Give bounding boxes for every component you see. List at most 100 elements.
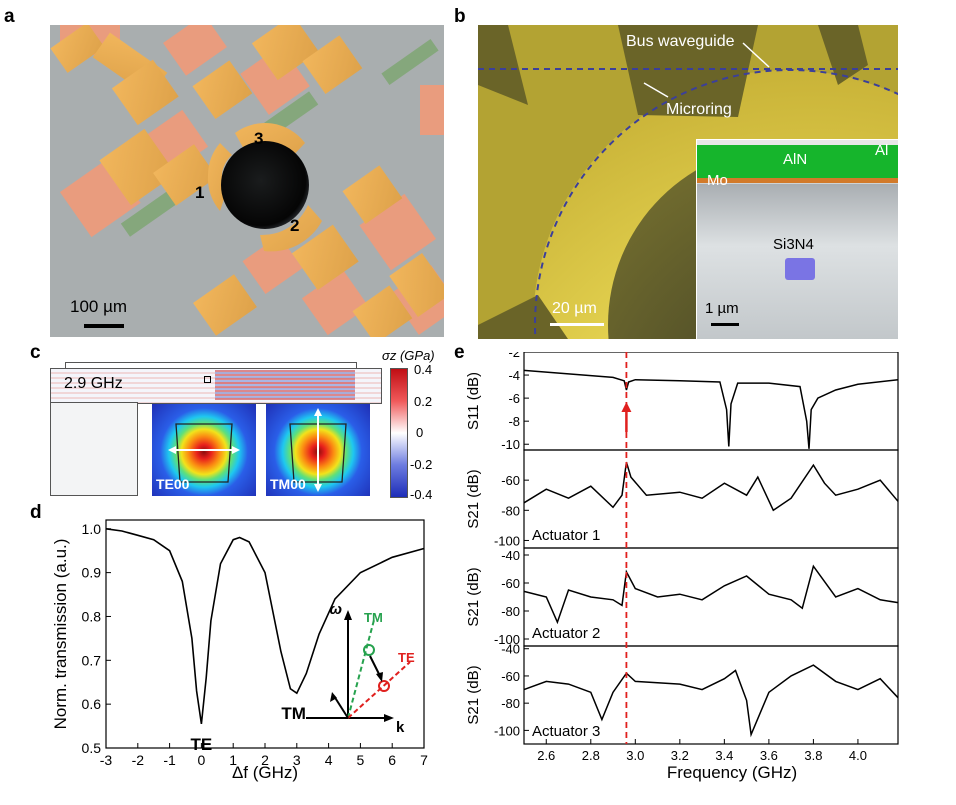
e-trace xyxy=(523,369,899,449)
e-ytick-label: -8 xyxy=(508,414,520,429)
dispersion-k: k xyxy=(396,719,405,736)
e-ytick-label: -4 xyxy=(508,368,520,383)
d-ytick-label: 1.0 xyxy=(82,521,102,537)
tm00-label: TM00 xyxy=(270,476,306,492)
e-xlabel: Frequency (GHz) xyxy=(667,763,797,782)
panel-label-a: a xyxy=(4,6,15,27)
al-label: Al xyxy=(875,142,889,159)
dispersion-te: TE xyxy=(398,650,415,665)
transmission-chart: 1.0 0.9 0.8 0.7 0.6 0.5 -3 -2 -1 0 1 2 3 4 5 6 7 Norm. … xyxy=(51,519,428,782)
scale-bar-a-label: 100 µm xyxy=(70,297,128,316)
tm00-mode: TM00 xyxy=(266,404,370,496)
zoom-marker xyxy=(204,376,211,383)
e-ytick-label: -40 xyxy=(501,642,520,657)
e-ytick-label: -40 xyxy=(501,548,520,563)
d-ytick-label: 0.7 xyxy=(82,652,102,668)
gold-electrodes xyxy=(50,25,444,337)
scale-bar-b xyxy=(550,323,604,326)
e-ytick-label: -10 xyxy=(501,437,520,452)
al-layer xyxy=(697,140,898,145)
e-ylabel: S21 (dB) xyxy=(465,567,482,626)
e-ytick-label: -6 xyxy=(508,391,520,406)
colorbar-tick-1: 0.2 xyxy=(414,394,433,409)
e-ytick-label: -80 xyxy=(501,604,520,619)
d-xtick-label: -1 xyxy=(163,752,176,768)
d-xtick-label: 3 xyxy=(293,752,301,768)
e-ytick-label: -100 xyxy=(494,632,520,647)
panel-c-simulation: 2.9 GHz TE00 TM00 xyxy=(50,362,382,496)
e-xtick-label: 2.8 xyxy=(582,748,600,763)
e-subplot-frame xyxy=(523,645,899,745)
d-xtick-label: 5 xyxy=(357,752,365,768)
substrate-zoom xyxy=(50,402,138,496)
e-subplot-frame xyxy=(523,352,899,451)
colorbar-tick-3: -0.2 xyxy=(410,457,433,472)
panel-label-c: c xyxy=(30,342,41,363)
e-ytick-label: -80 xyxy=(501,696,520,711)
e-ylabel: S21 (dB) xyxy=(465,469,482,528)
plot-frame-d xyxy=(105,519,425,749)
colorbar-tick-4: -0.4 xyxy=(410,487,433,502)
e-trace xyxy=(523,564,899,625)
e-ytick-label: -60 xyxy=(501,576,520,591)
frequency-marker-arrowhead xyxy=(621,402,632,412)
dispersion-omega: ω xyxy=(329,601,342,618)
device-outline xyxy=(65,362,357,369)
e-xtick-label: 3.0 xyxy=(626,748,644,763)
etched-hole xyxy=(221,141,309,229)
aln-label: AlN xyxy=(783,151,808,168)
actuator-label-3: 3 xyxy=(254,129,264,148)
panel-a-micrograph: 1 2 3 100 µm xyxy=(50,25,444,337)
e-ylabel: S11 (dB) xyxy=(465,372,482,430)
colorbar-title: σz (GPa) xyxy=(382,348,435,363)
s-parameter-charts: -2 -4 -6 -8 -10 S11 (dB) -60 -80 -100 S21 (dB) Act… xyxy=(465,352,899,782)
mo-label: Mo xyxy=(707,172,728,189)
e-xtick-label: 4.0 xyxy=(849,748,867,763)
d-xtick-label: 6 xyxy=(388,752,396,768)
e-xtick-label: 3.6 xyxy=(760,748,778,763)
dispersion-tm: TM xyxy=(364,610,383,625)
si3n4-core xyxy=(785,258,815,280)
d-xtick-label: 2 xyxy=(261,752,269,768)
bus-waveguide-label: Bus waveguide xyxy=(626,33,735,50)
e-ytick-label: -100 xyxy=(494,533,520,548)
colorbar-tick-0: 0.4 xyxy=(414,362,433,377)
d-ytick-label: 0.6 xyxy=(82,696,102,712)
inset-scale-bar-label: 1 µm xyxy=(705,300,739,317)
stress-field-center xyxy=(215,370,355,400)
scale-bar-b-label: 20 µm xyxy=(552,300,597,317)
e-ytick-label: -60 xyxy=(501,669,520,684)
e-xtick-label: 3.4 xyxy=(715,748,733,763)
frequency-label: 2.9 GHz xyxy=(64,375,123,392)
colorbar xyxy=(390,368,408,498)
e-ytick-label: -60 xyxy=(501,473,520,488)
d-ytick-label: 0.9 xyxy=(82,565,102,581)
d-xtick-label: 0 xyxy=(198,752,206,768)
e-trace xyxy=(523,664,899,738)
d-ytick-label: 0.5 xyxy=(82,740,102,756)
actuator-label-2: 2 xyxy=(290,216,300,235)
e-xtick-label: 3.8 xyxy=(804,748,822,763)
tm-dip-label: TM xyxy=(281,704,306,723)
panel-label-d: d xyxy=(30,502,42,523)
transmission-curve xyxy=(105,528,425,725)
cross-section-inset: AlN Al Mo Si3N4 1 µm xyxy=(696,139,898,339)
d-xtick-label: 7 xyxy=(420,752,428,768)
d-xtick-label: 4 xyxy=(325,752,333,768)
e-ytick-label: -80 xyxy=(501,503,520,518)
e-ytick-label: -100 xyxy=(494,723,520,738)
panel-b-micrograph: Bus waveguide Microring 20 µm AlN Al Mo … xyxy=(478,25,898,339)
actuator-label-1: 1 xyxy=(195,183,205,202)
microring-label: Microring xyxy=(666,101,732,118)
e-actuator-label: Actuator 2 xyxy=(532,625,600,642)
colorbar-tick-2: 0 xyxy=(416,425,424,440)
e-xtick-label: 3.2 xyxy=(671,748,689,763)
e-ytick-label: -2 xyxy=(508,352,520,360)
d-xtick-label: 1 xyxy=(229,752,237,768)
d-ytick-label: 0.8 xyxy=(82,608,102,624)
d-xtick-label: -3 xyxy=(100,752,113,768)
dispersion-inset: ω k TM TE xyxy=(306,601,415,736)
te00-label: TE00 xyxy=(156,476,190,492)
d-xtick-label: -2 xyxy=(132,752,145,768)
e-actuator-label: Actuator 3 xyxy=(532,723,600,740)
